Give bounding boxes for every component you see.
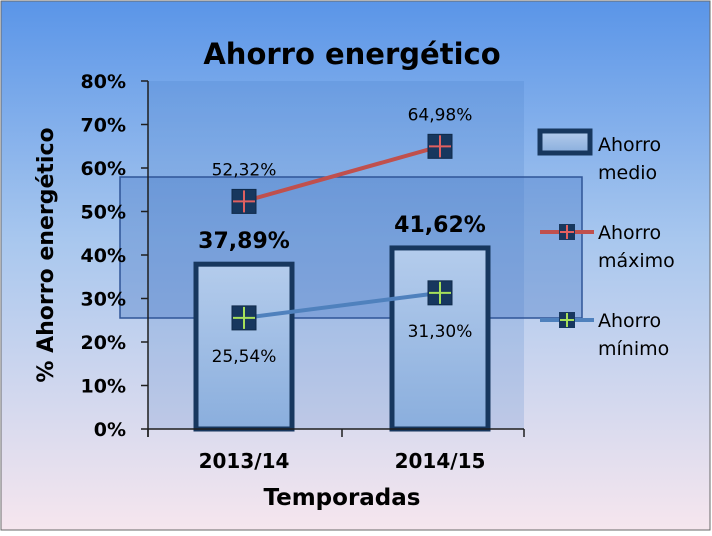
series-line — [243, 144, 441, 204]
legend-label: Ahorro mínimo — [598, 310, 669, 360]
x-axis-label: Temporadas — [263, 485, 420, 511]
y-tick-label: 10% — [81, 376, 126, 398]
point-data-label: 52,32% — [212, 160, 277, 180]
bar-ahorro-medio — [389, 245, 491, 432]
y-axis-label: % Ahorro energético — [34, 127, 59, 382]
bar-ahorro-medio — [193, 261, 295, 432]
y-tick-label: 40% — [81, 245, 126, 267]
series-line — [243, 290, 441, 320]
point-data-label: 31,30% — [408, 322, 473, 342]
y-tick-label: 50% — [81, 202, 126, 224]
point-data-label: 25,54% — [212, 347, 277, 367]
legend-label: Ahorro medio — [598, 134, 661, 184]
x-tick-label: 2014/15 — [395, 449, 486, 473]
y-tick-label: 0% — [94, 419, 126, 441]
y-tick-label: 70% — [81, 115, 126, 137]
x-tick-label: 2013/14 — [199, 449, 290, 473]
chart-title: Ahorro energético — [203, 37, 500, 71]
point-data-label: 64,98% — [408, 105, 473, 125]
y-tick-label: 30% — [81, 289, 126, 311]
y-tick-label: 60% — [81, 158, 126, 180]
bar-data-label: 37,89% — [198, 229, 290, 254]
legend-swatch-bar — [537, 128, 593, 156]
legend-label: Ahorro máximo — [598, 222, 675, 272]
y-tick-label: 20% — [81, 332, 126, 354]
highlight-box — [119, 176, 583, 319]
bar-data-label: 41,62% — [394, 213, 486, 238]
y-tick-label: 80% — [81, 71, 126, 93]
